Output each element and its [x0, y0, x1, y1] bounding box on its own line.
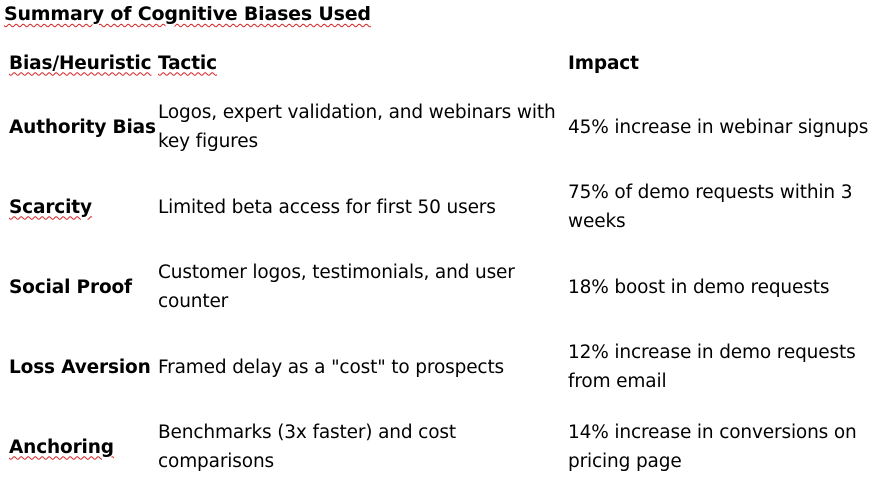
impact-cell: 45% increase in webinar signups	[568, 116, 869, 138]
impact-cell: 18% boost in demo requests	[568, 276, 830, 298]
tactic-cell: Limited beta access for first 50 users	[158, 196, 496, 218]
header-tactic: Tactic	[158, 52, 217, 74]
header-impact: Impact	[568, 52, 639, 74]
tactic-cell: Framed delay as a "cost" to prospects	[158, 356, 505, 378]
header-bias-heuristic: Bias/Heuristic	[9, 52, 152, 74]
document-title: Summary of Cognitive Biases Used	[4, 3, 371, 25]
bias-cell: Authority Bias	[9, 116, 156, 138]
table-row: Loss Aversion Framed delay as a "cost" t…	[0, 335, 880, 399]
bias-cell: Scarcity	[9, 196, 92, 218]
impact-cell: 75% of demo requests within 3 weeks	[568, 182, 853, 232]
table-row: Anchoring Benchmarks (3x faster) and cos…	[0, 415, 880, 479]
impact-cell: 12% increase in demo requests from email	[568, 342, 856, 392]
table-header-row: Bias/Heuristic Tactic Impact	[0, 46, 880, 80]
bias-cell: Anchoring	[9, 436, 114, 458]
bias-cell: Loss Aversion	[9, 356, 151, 378]
table-row: Scarcity Limited beta access for first 5…	[0, 175, 880, 239]
table-row: Authority Bias Logos, expert validation,…	[0, 95, 880, 159]
tactic-cell: Benchmarks (3x faster) and cost comparis…	[158, 422, 456, 472]
tactic-cell: Logos, expert validation, and webinars w…	[158, 102, 556, 152]
tactic-cell: Customer logos, testimonials, and user c…	[158, 262, 515, 312]
bias-cell: Social Proof	[9, 276, 132, 298]
table-row: Social Proof Customer logos, testimonial…	[0, 255, 880, 319]
impact-cell: 14% increase in conversions on pricing p…	[568, 422, 857, 472]
